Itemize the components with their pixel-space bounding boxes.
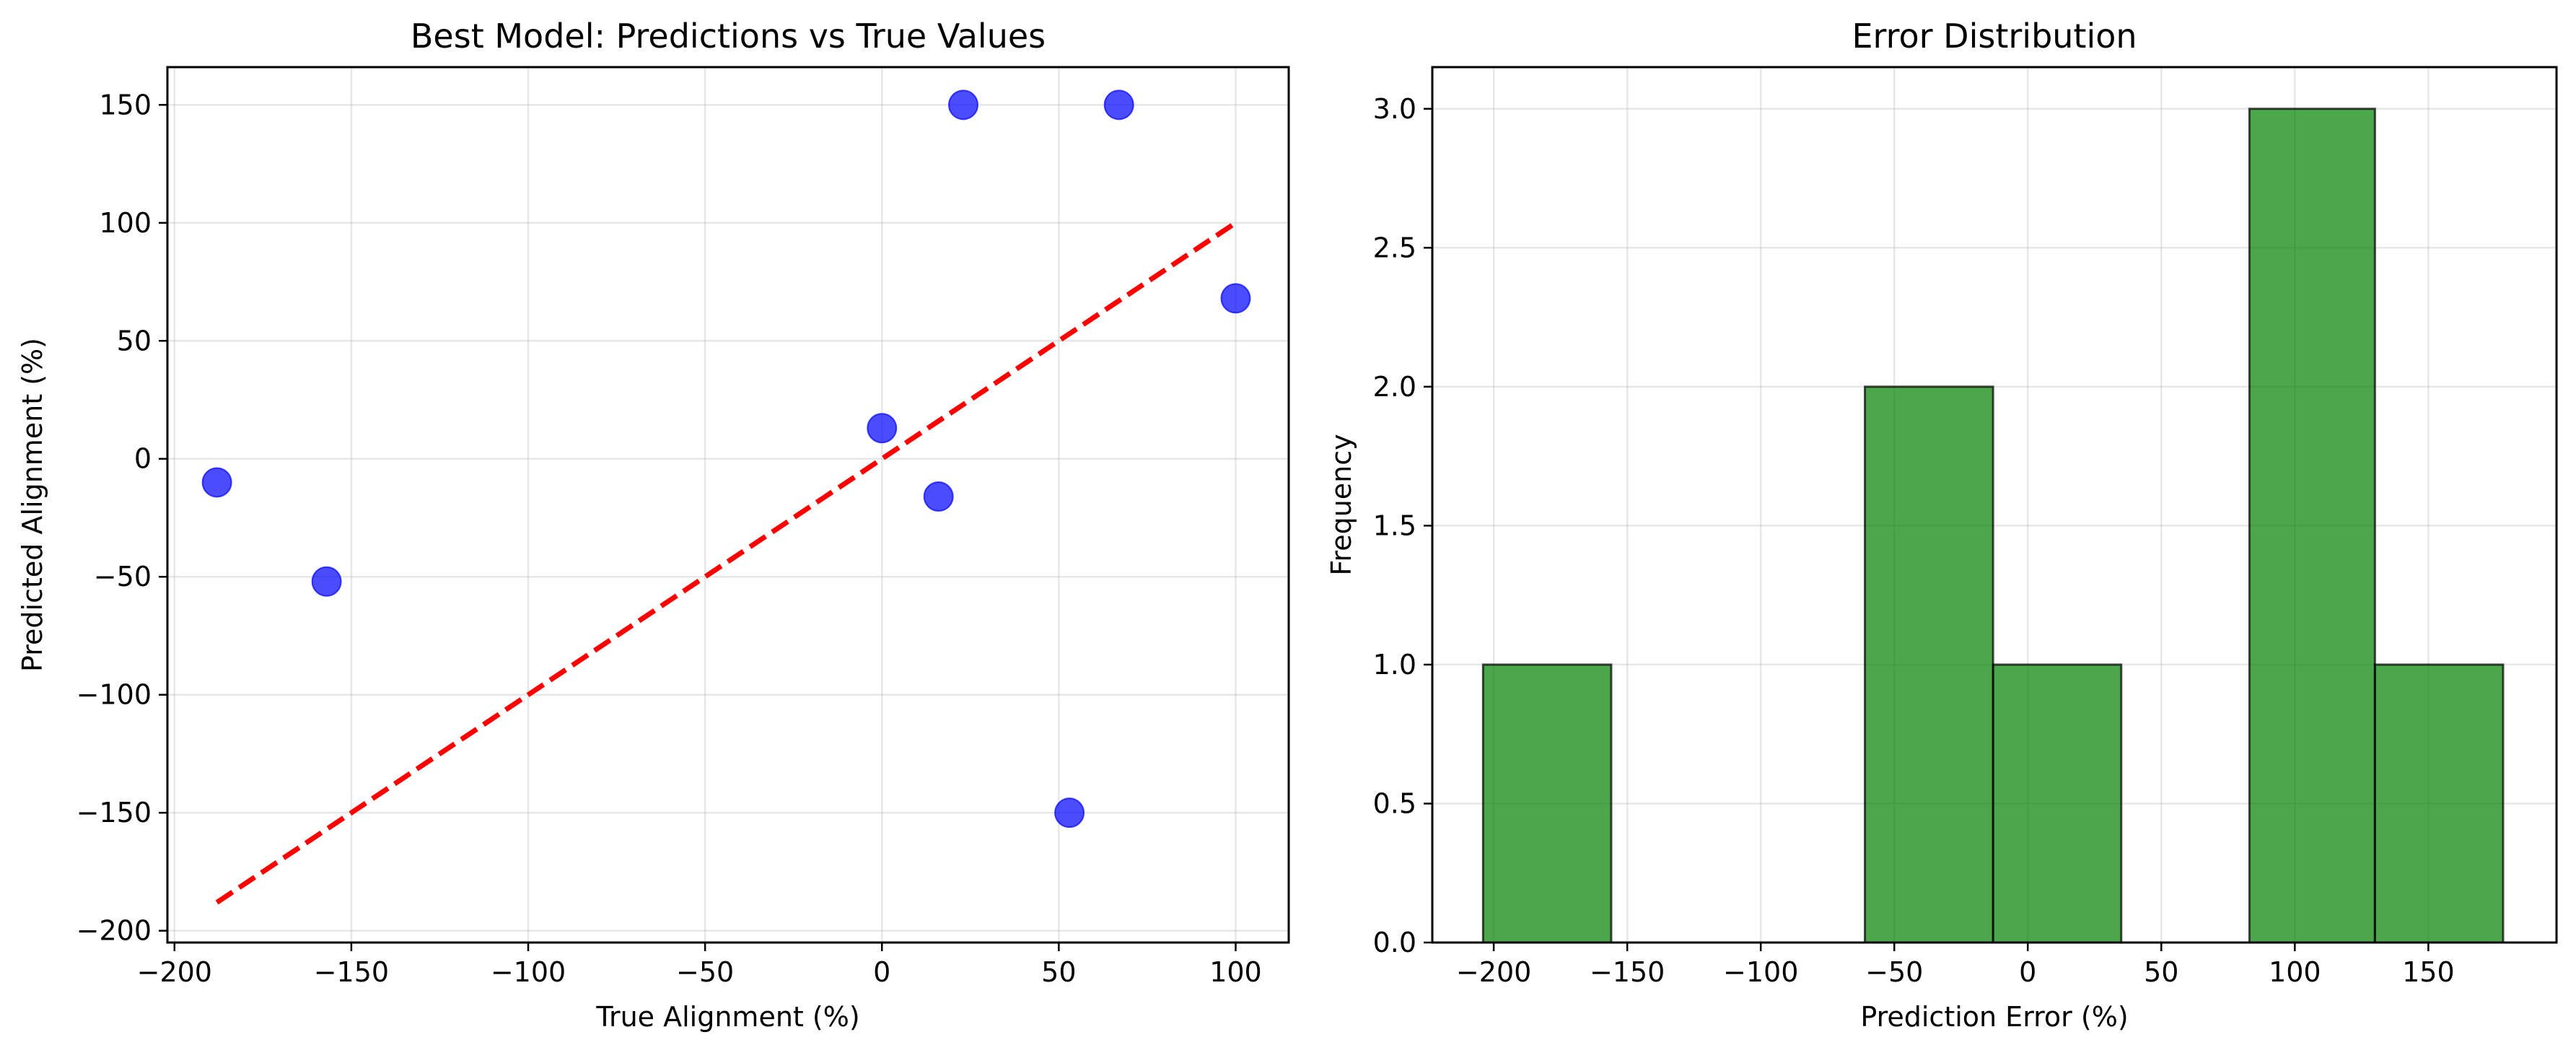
scatter-y-tick-label: 0 [134,443,152,475]
scatter-x-ticks: −200 −150 −100 −50 0 50 100 [137,943,1262,988]
hist-y-tick-label: 3.0 [1373,93,1416,125]
scatter-grid [167,67,1289,943]
histogram-panel: Error Distribution −200 −150 −100 −50 0 50 100… [1326,17,2558,1033]
histogram-y-axis-label: Frequency [1326,434,1357,575]
scatter-point [867,413,898,444]
scatter-y-ticks: −200 −150 −100 −50 0 50 100 150 [76,89,167,947]
scatter-point [1103,89,1134,121]
scatter-x-tick-label: 0 [873,956,890,988]
scatter-point [201,467,232,498]
scatter-x-tick-label: −100 [491,956,566,988]
histogram-bar [2373,663,2505,944]
scatter-x-tick-label: −200 [137,956,212,988]
hist-x-tick-label: −150 [1590,956,1665,988]
scatter-y-tick-label: −50 [94,561,152,593]
histogram-y-ticks: 0.0 0.5 1.0 1.5 2.0 2.5 3.0 [1373,93,1432,958]
hist-y-tick-label: 1.0 [1373,649,1416,681]
hist-y-tick-label: 2.5 [1373,232,1416,263]
scatter-y-tick-label: −100 [76,679,152,711]
histogram-bar [2248,108,2376,944]
histogram-bar [1992,663,2123,944]
scatter-y-tick-label: −150 [76,797,152,829]
histogram-title: Error Distribution [1852,17,2137,56]
scatter-points [201,89,1251,829]
histogram-bar [1864,385,1994,944]
scatter-panel: Best Model: Predictions vs True Values −… [17,17,1290,1033]
scatter-y-tick-label: 100 [99,207,152,239]
scatter-x-tick-label: −150 [314,956,389,988]
scatter-title: Best Model: Predictions vs True Values [411,17,1046,56]
scatter-axes-frame [166,66,1290,944]
hist-y-tick-label: 0.0 [1373,927,1416,958]
histogram-x-axis-label: Prediction Error (%) [1860,1001,2128,1033]
scatter-y-axis-label: Predicted Alignment (%) [17,338,48,672]
hist-y-tick-label: 2.0 [1373,371,1416,403]
scatter-point [947,89,978,121]
hist-x-tick-label: −100 [1723,956,1798,988]
scatter-point [311,566,342,597]
histogram-bar [1481,663,1613,944]
scatter-x-tick-label: −50 [676,956,734,988]
scatter-x-tick-label: 100 [1209,956,1262,988]
histogram-x-ticks: −200 −150 −100 −50 0 50 100 150 [1456,943,2455,988]
scatter-y-tick-label: 50 [117,325,152,357]
hist-x-tick-label: 150 [2402,956,2455,988]
scatter-y-tick-label: 150 [99,89,152,121]
scatter-x-tick-label: 50 [1041,956,1076,988]
hist-y-tick-label: 0.5 [1373,787,1416,819]
identity-reference-line [215,220,1237,905]
hist-x-tick-label: −50 [1865,956,1923,988]
histogram-axes-frame [1431,66,2558,944]
scatter-point [1054,797,1085,829]
hist-x-tick-label: 50 [2144,956,2178,988]
scatter-point [1220,283,1251,314]
hist-x-tick-label: 0 [2019,956,2036,988]
hist-x-tick-label: −200 [1456,956,1531,988]
scatter-point [923,481,954,512]
scatter-x-axis-label: True Alignment (%) [595,1001,859,1033]
histogram-bars [1481,108,2505,944]
hist-x-tick-label: 100 [2269,956,2321,988]
scatter-y-tick-label: −200 [76,915,152,947]
hist-y-tick-label: 1.5 [1373,510,1416,541]
scatter-reference-line [215,220,1237,905]
